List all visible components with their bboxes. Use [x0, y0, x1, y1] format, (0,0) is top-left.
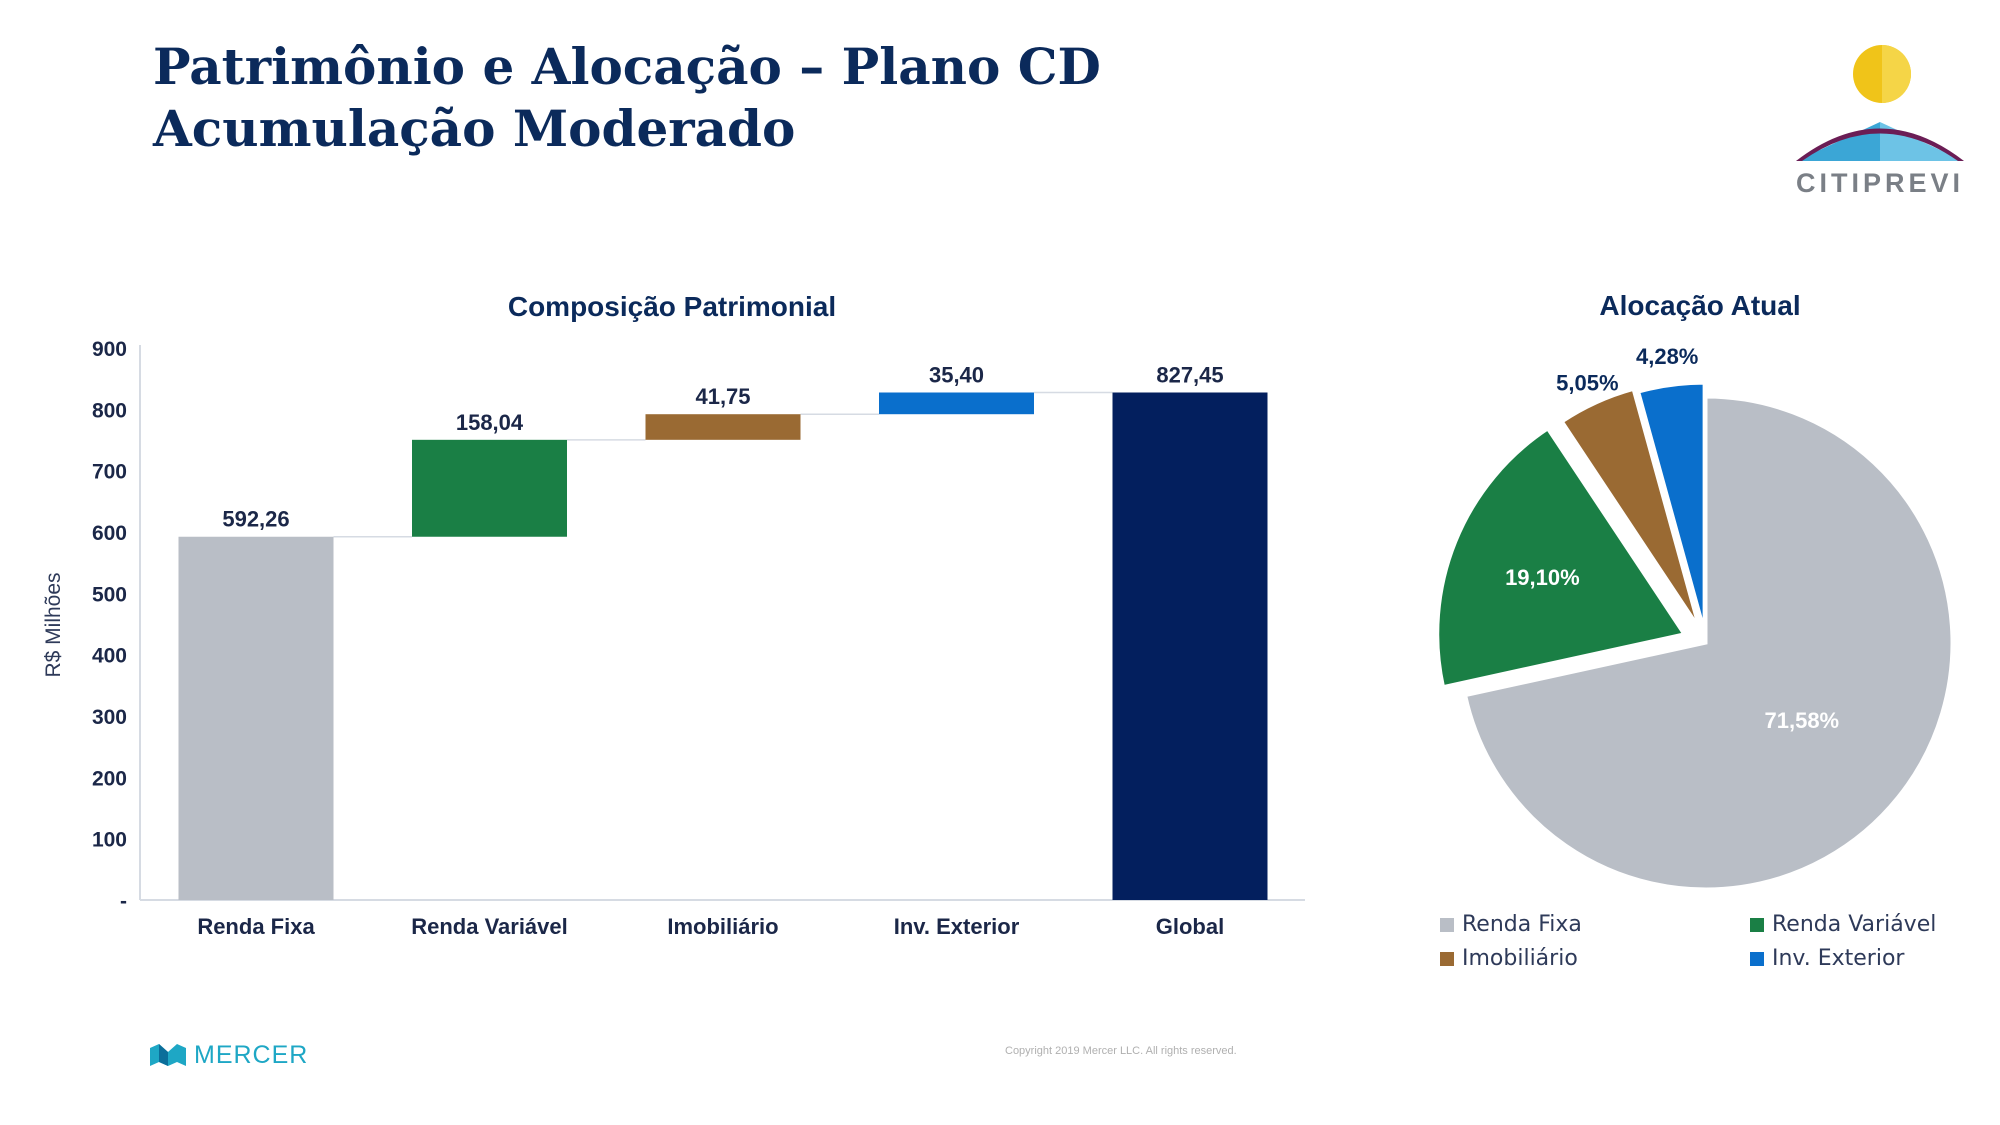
- pie-slice-renda-vari-vel: [1436, 426, 1687, 689]
- legend-swatch: [1440, 951, 1454, 966]
- bar-data-label: 158,04: [456, 410, 524, 435]
- x-tick-label: Global: [1156, 914, 1224, 939]
- logo-text: CITIPREVI: [1796, 168, 1964, 198]
- legend-item-imobiliario: Imobiliário: [1440, 946, 1750, 971]
- waterfall-data-labels: 592,26 158,04 41,75 35,40 827,45: [222, 362, 1223, 531]
- bar-renda-vari-vel: [412, 439, 567, 537]
- x-tick-label: Renda Variável: [411, 914, 568, 939]
- legend-swatch: [1750, 951, 1764, 966]
- citiprevi-logo: CITIPREVI: [1780, 40, 1980, 200]
- waterfall-connectors: [333, 391, 1113, 538]
- bar-data-label: 592,26: [222, 507, 289, 532]
- legend-item-renda-variavel: Renda Variável: [1750, 912, 1960, 937]
- bar-data-label: 827,45: [1156, 362, 1223, 387]
- y-tick-label: 100: [92, 829, 127, 852]
- legend-label: Imobiliário: [1462, 946, 1578, 971]
- bar-renda-fixa: [178, 536, 334, 900]
- legend-label: Renda Fixa: [1462, 912, 1582, 937]
- waterfall-chart-title: Composição Patrimonial: [508, 291, 836, 322]
- pie-slice-renda-fixa: [1463, 395, 1954, 891]
- y-tick-label: 400: [92, 645, 127, 668]
- pie-slice-inv-exterior: [1636, 381, 1706, 630]
- legend-item-renda-fixa: Renda Fixa: [1440, 912, 1750, 937]
- pie-data-label: 19,10%: [1505, 565, 1580, 590]
- bar-data-label: 35,40: [929, 362, 984, 387]
- y-tick-label: 300: [92, 706, 127, 729]
- mercer-mark-icon: [150, 1044, 186, 1066]
- pie-chart-title: Alocação Atual: [1599, 290, 1800, 321]
- pie-data-label: 5,05%: [1556, 371, 1618, 396]
- waterfall-bars: [178, 392, 1268, 900]
- mercer-brand-text: MERCER: [194, 1040, 309, 1069]
- pie-data-labels: 71,58% 19,10% 5,05% 4,28%: [1505, 344, 1839, 733]
- mercer-logo: MERCER: [150, 1040, 308, 1070]
- y-tick-label: 500: [92, 583, 127, 606]
- bar-global: [1112, 392, 1268, 900]
- waterfall-x-ticks: Renda Fixa Renda Variável Imobiliário Inv. …: [197, 914, 1224, 939]
- bar-data-label: 41,75: [695, 384, 750, 409]
- pie-slices: [1436, 381, 1954, 891]
- bar-inv-exterior: [879, 392, 1034, 415]
- copyright-text: Copyright 2019 Mercer LLC. All rights re…: [1005, 1045, 1237, 1057]
- legend-item-inv-exterior: Inv. Exterior: [1750, 946, 1960, 971]
- legend-label: Inv. Exterior: [1772, 946, 1905, 971]
- legend-swatch: [1750, 917, 1764, 932]
- y-tick-label: 700: [92, 461, 127, 484]
- y-tick-label: 200: [92, 767, 127, 790]
- legend-label: Renda Variável: [1772, 912, 1937, 937]
- waterfall-y-ticks: - 100 200 300 400 500 600 700 800 900: [92, 338, 127, 913]
- x-tick-label: Inv. Exterior: [894, 914, 1020, 939]
- legend-swatch: [1440, 917, 1454, 932]
- pie-legend: Renda Fixa Renda Variável Imobiliário In…: [1440, 912, 1960, 971]
- page-title: Patrimônio e Alocação – Plano CD Acumula…: [153, 37, 1101, 158]
- y-tick-label: 600: [92, 522, 127, 545]
- pie-data-label: 4,28%: [1636, 344, 1698, 369]
- y-tick-label: 900: [92, 338, 127, 361]
- x-tick-label: Renda Fixa: [197, 914, 315, 939]
- y-tick-label: -: [120, 890, 127, 913]
- x-tick-label: Imobiliário: [667, 914, 778, 939]
- bar-imobili-rio: [645, 414, 801, 440]
- pie-slice-imobili-rio: [1560, 387, 1700, 628]
- pie-data-label: 71,58%: [1765, 708, 1840, 733]
- y-tick-label: 800: [92, 399, 127, 422]
- waterfall-y-axis-label: R$ Milhões: [42, 572, 65, 677]
